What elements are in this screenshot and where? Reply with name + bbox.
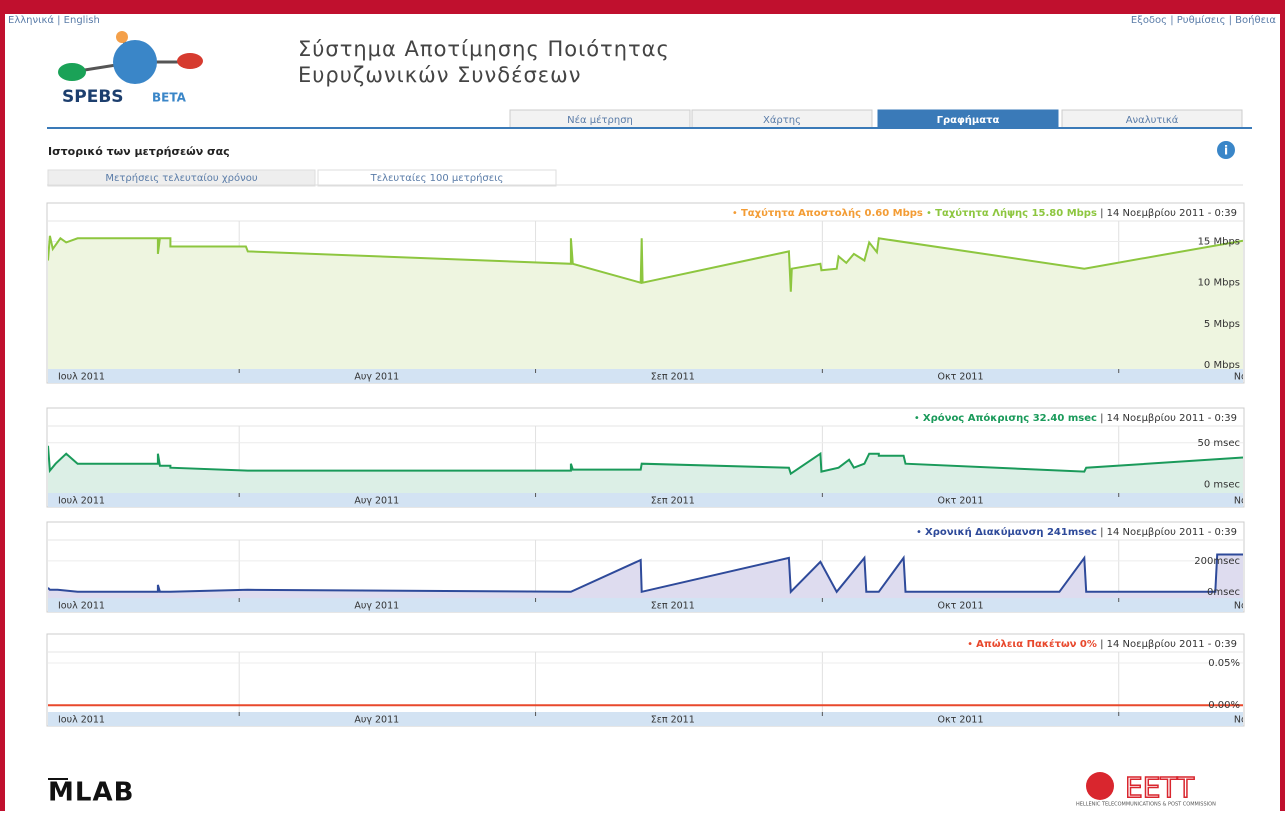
- x-tick-label: Ιουλ 2011: [58, 715, 105, 726]
- subtab-label[interactable]: Μετρήσεις τελευταίου χρόνου: [105, 172, 257, 184]
- y-tick-label: 0.00%: [1208, 700, 1240, 711]
- legend-entry: Ταχύτητα Αποστολής 0.60 Mbps: [741, 207, 923, 219]
- site-title: Σύστημα Αποτίμησης Ποιότητας: [298, 37, 670, 61]
- chart-date: 14 Νοεμβρίου 2011 - 0:39: [1107, 526, 1237, 538]
- plot: 0msec 200msec Ιουλ 2011 Αυγ 2011 Σεπ 2011 Οκτ…: [48, 540, 1247, 612]
- tab-label[interactable]: Χάρτης: [763, 114, 801, 126]
- series-line: [48, 235, 1243, 292]
- area-fill: [48, 235, 1243, 369]
- tab-label[interactable]: Αναλυτικά: [1126, 114, 1179, 126]
- y-tick-label: 0msec: [1207, 587, 1240, 598]
- area-fill: [48, 554, 1243, 598]
- x-tick-label: Σεπ 2011: [651, 601, 695, 612]
- legend-entry: Χρονική Διακύμανση 241msec: [925, 526, 1097, 538]
- eett-logo[interactable]: EETT HELLENIC TELECOMMUNICATIONS & POST …: [1076, 770, 1216, 808]
- user-links[interactable]: Εξοδος | Ρυθμίσεις | Βοήθεια: [1131, 14, 1276, 26]
- x-axis-band: [48, 369, 1243, 383]
- tab-label[interactable]: Νέα μέτρηση: [567, 114, 633, 126]
- legend-entry: Χρόνος Απόκρισης 32.40 msec: [923, 412, 1097, 424]
- y-tick-label: 15 Mbps: [1198, 237, 1240, 248]
- x-tick-label: Αυγ 2011: [354, 372, 399, 383]
- x-tick-label: Σεπ 2011: [651, 496, 695, 507]
- language-links[interactable]: Ελληνικά | English: [8, 14, 100, 26]
- logo[interactable]: SPEBS BETA: [58, 31, 203, 107]
- legend-sep: |: [1097, 208, 1107, 219]
- y-tick-label: 50 msec: [1197, 438, 1240, 449]
- x-tick-label: Οκτ 2011: [938, 372, 984, 383]
- y-tick-label: 0 Mbps: [1204, 360, 1240, 371]
- info-icon[interactable]: i: [1217, 141, 1235, 159]
- chart-date: 14 Νοεμβρίου 2011 - 0:39: [1107, 638, 1237, 650]
- plot: 0 Mbps 5 Mbps 10 Mbps 15 Mbps Ιουλ 2011 Αυγ 2…: [48, 221, 1247, 383]
- mlab-logo[interactable]: MLAB: [48, 778, 134, 808]
- site-title: Ευρυζωνικών Συνδέσεων: [298, 63, 581, 87]
- eett-text: EETT: [1125, 771, 1195, 804]
- chart-panel: 0.00% 0.05% Ιουλ 2011 Αυγ 2011 Σεπ 2011 Οκτ 2…: [46, 633, 1247, 727]
- area-fill: [48, 445, 1243, 493]
- mlab-mark: [48, 778, 68, 780]
- panel-frame: [46, 633, 1245, 727]
- x-tick-label: Νο: [1234, 601, 1247, 612]
- x-tick-label: Νο: [1234, 496, 1247, 507]
- tab-rule: [47, 127, 1252, 129]
- x-tick-label: Ιουλ 2011: [58, 372, 105, 383]
- legend: • Ταχύτητα Αποστολής 0.60 Mbps • Ταχύτητ…: [732, 207, 1237, 219]
- legend-bullet: •: [923, 208, 935, 219]
- chart-panel: 0 msec 50 msec Ιουλ 2011 Αυγ 2011 Σεπ 2011 Οκ…: [46, 407, 1247, 508]
- subtab[interactable]: [317, 169, 557, 187]
- y-tick-label: 0.05%: [1208, 658, 1240, 669]
- x-tick-label: Ιουλ 2011: [58, 601, 105, 612]
- x-tick-label: Οκτ 2011: [938, 496, 984, 507]
- logo-text: SPEBS: [62, 87, 124, 107]
- x-tick-label: Νο: [1234, 372, 1247, 383]
- y-tick-label: 10 Mbps: [1198, 278, 1240, 289]
- chart-panel: 0 Mbps 5 Mbps 10 Mbps 15 Mbps Ιουλ 2011 Αυγ 2…: [46, 202, 1247, 384]
- x-tick-label: Σεπ 2011: [651, 372, 695, 383]
- x-tick-label: Αυγ 2011: [354, 601, 399, 612]
- x-tick-label: Αυγ 2011: [354, 715, 399, 726]
- chart-panel: 0msec 200msec Ιουλ 2011 Αυγ 2011 Σεπ 2011 Οκτ…: [46, 521, 1247, 613]
- x-tick-label: Ιουλ 2011: [58, 496, 105, 507]
- x-tick-label: Αυγ 2011: [354, 496, 399, 507]
- legend-bullet: •: [967, 639, 976, 650]
- legend: • Απώλεια Πακέτων 0% | 14 Νοεμβρίου 2011…: [967, 638, 1237, 650]
- plot: 0.00% 0.05% Ιουλ 2011 Αυγ 2011 Σεπ 2011 Οκτ 2…: [48, 652, 1247, 726]
- x-tick-label: Σεπ 2011: [651, 715, 695, 726]
- series-line: [48, 553, 1243, 595]
- plot: 0 msec 50 msec Ιουλ 2011 Αυγ 2011 Σεπ 2011 Οκ…: [48, 426, 1247, 507]
- legend-bullet: •: [916, 527, 925, 538]
- x-tick-label: Οκτ 2011: [938, 715, 984, 726]
- legend-sep: |: [1097, 527, 1107, 538]
- x-axis-band: [48, 598, 1243, 612]
- subtab[interactable]: [47, 169, 316, 187]
- x-axis-band: [48, 712, 1243, 726]
- svg-text:i: i: [1224, 144, 1228, 158]
- chart-date: 14 Νοεμβρίου 2011 - 0:39: [1107, 412, 1237, 424]
- legend-entry: Απώλεια Πακέτων 0%: [976, 638, 1097, 650]
- legend-bullet: •: [732, 208, 741, 219]
- y-tick-label: 200msec: [1194, 556, 1240, 567]
- x-tick-label: Νο: [1234, 715, 1247, 726]
- legend-sep: |: [1097, 639, 1107, 650]
- legend: • Χρονική Διακύμανση 241msec | 14 Νοεμβρ…: [916, 526, 1237, 538]
- legend: • Χρόνος Απόκρισης 32.40 msec | 14 Νοεμβ…: [914, 412, 1237, 424]
- tab-label[interactable]: Γραφήματα: [937, 114, 1000, 126]
- y-tick-label: 5 Mbps: [1204, 319, 1240, 330]
- section-title: Ιστορικό των μετρήσεών σας: [48, 145, 230, 158]
- chart-date: 14 Νοεμβρίου 2011 - 0:39: [1107, 207, 1237, 219]
- subtab-label[interactable]: Τελευταίες 100 μετρήσεις: [370, 172, 504, 184]
- x-tick-label: Οκτ 2011: [938, 601, 984, 612]
- x-axis-band: [48, 493, 1243, 507]
- series-line: [48, 445, 1243, 476]
- legend-bullet: •: [914, 413, 923, 424]
- legend-entry: Ταχύτητα Λήψης 15.80 Mbps: [935, 207, 1097, 219]
- logo-badge: BETA: [152, 91, 187, 105]
- eett-caption: HELLENIC TELECOMMUNICATIONS & POST COMMI…: [1076, 802, 1216, 808]
- legend-sep: |: [1097, 413, 1107, 424]
- y-tick-label: 0 msec: [1204, 480, 1240, 491]
